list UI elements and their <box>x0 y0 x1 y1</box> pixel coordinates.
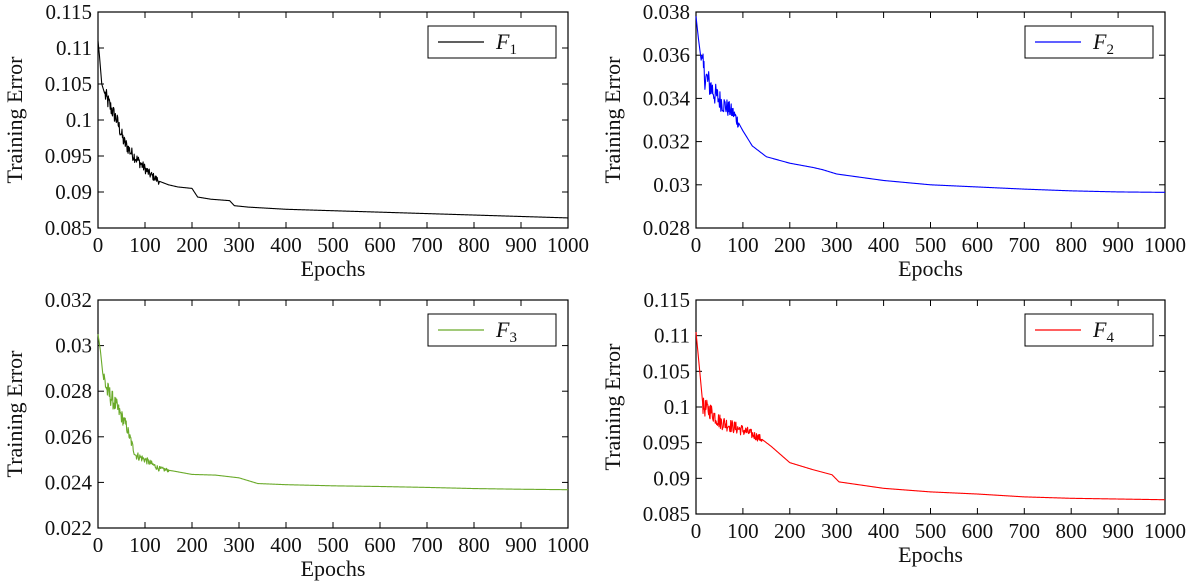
x-tick-label: 800 <box>1055 519 1087 543</box>
x-tick-label: 700 <box>411 533 443 557</box>
legend: F1 <box>427 25 557 59</box>
y-tick-label: 0.03 <box>653 173 690 197</box>
x-tick-label: 200 <box>774 233 806 257</box>
x-tick-label: 500 <box>317 533 349 557</box>
x-tick-label: 1000 <box>1144 519 1186 543</box>
x-tick-label: 900 <box>1102 519 1134 543</box>
x-tick-label: 1000 <box>547 533 589 557</box>
y-tick-label: 0.036 <box>643 43 690 67</box>
x-tick-label: 800 <box>1055 233 1087 257</box>
x-tick-label: 0 <box>691 233 702 257</box>
y-tick-label: 0.105 <box>45 72 92 96</box>
x-tick-label: 400 <box>270 233 302 257</box>
legend-label: F3 <box>495 317 517 346</box>
legend: F4 <box>1024 313 1154 347</box>
legend-label: F1 <box>495 29 517 58</box>
legend-label: F2 <box>1092 29 1114 58</box>
x-tick-label: 0 <box>93 533 104 557</box>
x-axis-title: Epochs <box>898 542 963 567</box>
x-axis-title: Epochs <box>898 256 963 281</box>
x-tick-label: 800 <box>458 533 490 557</box>
x-tick-label: 100 <box>129 233 161 257</box>
x-tick-label: 100 <box>727 233 759 257</box>
x-tick-label: 700 <box>1009 519 1041 543</box>
x-tick-label: 300 <box>223 533 255 557</box>
chart-panel-1: 0 100 200 300 400 500 600 700 800 900 1000 0.085 0.0… <box>2 0 589 281</box>
y-tick-label: 0.022 <box>45 516 92 540</box>
x-tick-label: 0 <box>691 519 702 543</box>
y-tick-label: 0.105 <box>643 359 690 383</box>
legend-label: F4 <box>1092 317 1114 346</box>
series-line-f1 <box>97 40 569 219</box>
x-tick-label: 500 <box>915 233 947 257</box>
y-tick-label: 0.032 <box>45 288 92 312</box>
x-tick-label: 900 <box>1102 233 1134 257</box>
x-axis-title: Epochs <box>301 256 366 281</box>
y-tick-label: 0.026 <box>45 425 92 449</box>
y-tick-label: 0.09 <box>55 180 92 204</box>
y-tick-label: 0.115 <box>46 0 92 24</box>
x-axis-title: Epochs <box>301 556 366 581</box>
x-tick-label: 900 <box>505 533 537 557</box>
y-tick-label: 0.038 <box>643 0 690 24</box>
x-tick-label: 1000 <box>1144 233 1186 257</box>
y-tick-label: 0.11 <box>56 36 92 60</box>
x-tick-label: 300 <box>821 233 853 257</box>
x-tick-label: 1000 <box>547 233 589 257</box>
x-tick-label: 200 <box>774 519 806 543</box>
x-tick-label: 400 <box>270 533 302 557</box>
y-tick-label: 0.024 <box>45 470 93 494</box>
x-tick-label: 500 <box>317 233 349 257</box>
x-tick-label: 800 <box>458 233 490 257</box>
x-tick-label: 200 <box>176 233 208 257</box>
x-tick-label: 300 <box>223 233 255 257</box>
y-tick-label: 0.034 <box>643 86 691 110</box>
legend-box <box>1024 25 1154 59</box>
y-tick-label: 0.1 <box>66 108 92 132</box>
y-tick-label: 0.115 <box>644 288 690 312</box>
y-tick-label: 0.032 <box>643 130 690 154</box>
y-tick-label: 0.095 <box>643 431 690 455</box>
x-tick-label: 100 <box>727 519 759 543</box>
legend: F3 <box>427 313 557 347</box>
y-tick-label: 0.085 <box>643 502 690 526</box>
y-axis-title: Training Error <box>2 350 27 478</box>
x-tick-label: 400 <box>868 233 900 257</box>
chart-panel-4: 0 100 200 300 400 500 600 700 800 900 1000 0.085 0.0… <box>600 288 1186 567</box>
chart-panel-3: 0 100 200 300 400 500 600 700 800 900 1000 0.022 0.0… <box>2 288 589 581</box>
y-axis-title: Training Error <box>600 343 625 471</box>
legend: F2 <box>1024 25 1154 59</box>
x-tick-label: 700 <box>411 233 443 257</box>
x-tick-label: 600 <box>962 519 994 543</box>
series-line-f4 <box>695 332 1166 501</box>
y-tick-label: 0.028 <box>45 379 92 403</box>
x-tick-label: 200 <box>176 533 208 557</box>
x-tick-label: 0 <box>93 233 104 257</box>
y-tick-label: 0.09 <box>653 466 690 490</box>
x-tick-label: 300 <box>821 519 853 543</box>
y-tick-label: 0.11 <box>654 324 690 348</box>
series-line-f2 <box>695 16 1166 193</box>
x-tick-label: 600 <box>962 233 994 257</box>
y-tick-label: 0.03 <box>55 334 92 358</box>
x-tick-label: 400 <box>868 519 900 543</box>
y-axis-title: Training Error <box>600 56 625 184</box>
y-axis-title: Training Error <box>2 56 27 184</box>
y-tick-label: 0.095 <box>45 144 92 168</box>
x-tick-label: 700 <box>1009 233 1041 257</box>
x-tick-label: 100 <box>129 533 161 557</box>
x-tick-label: 500 <box>915 519 947 543</box>
y-tick-label: 0.085 <box>45 216 92 240</box>
y-tick-label: 0.028 <box>643 216 690 240</box>
y-tick-label: 0.1 <box>664 395 690 419</box>
chart-panel-2: 0 100 200 300 400 500 600 700 800 900 1000 0.028 0.0… <box>600 0 1186 281</box>
series-line-f3 <box>97 334 569 491</box>
x-tick-label: 600 <box>364 533 396 557</box>
x-tick-label: 900 <box>505 233 537 257</box>
x-tick-label: 600 <box>364 233 396 257</box>
